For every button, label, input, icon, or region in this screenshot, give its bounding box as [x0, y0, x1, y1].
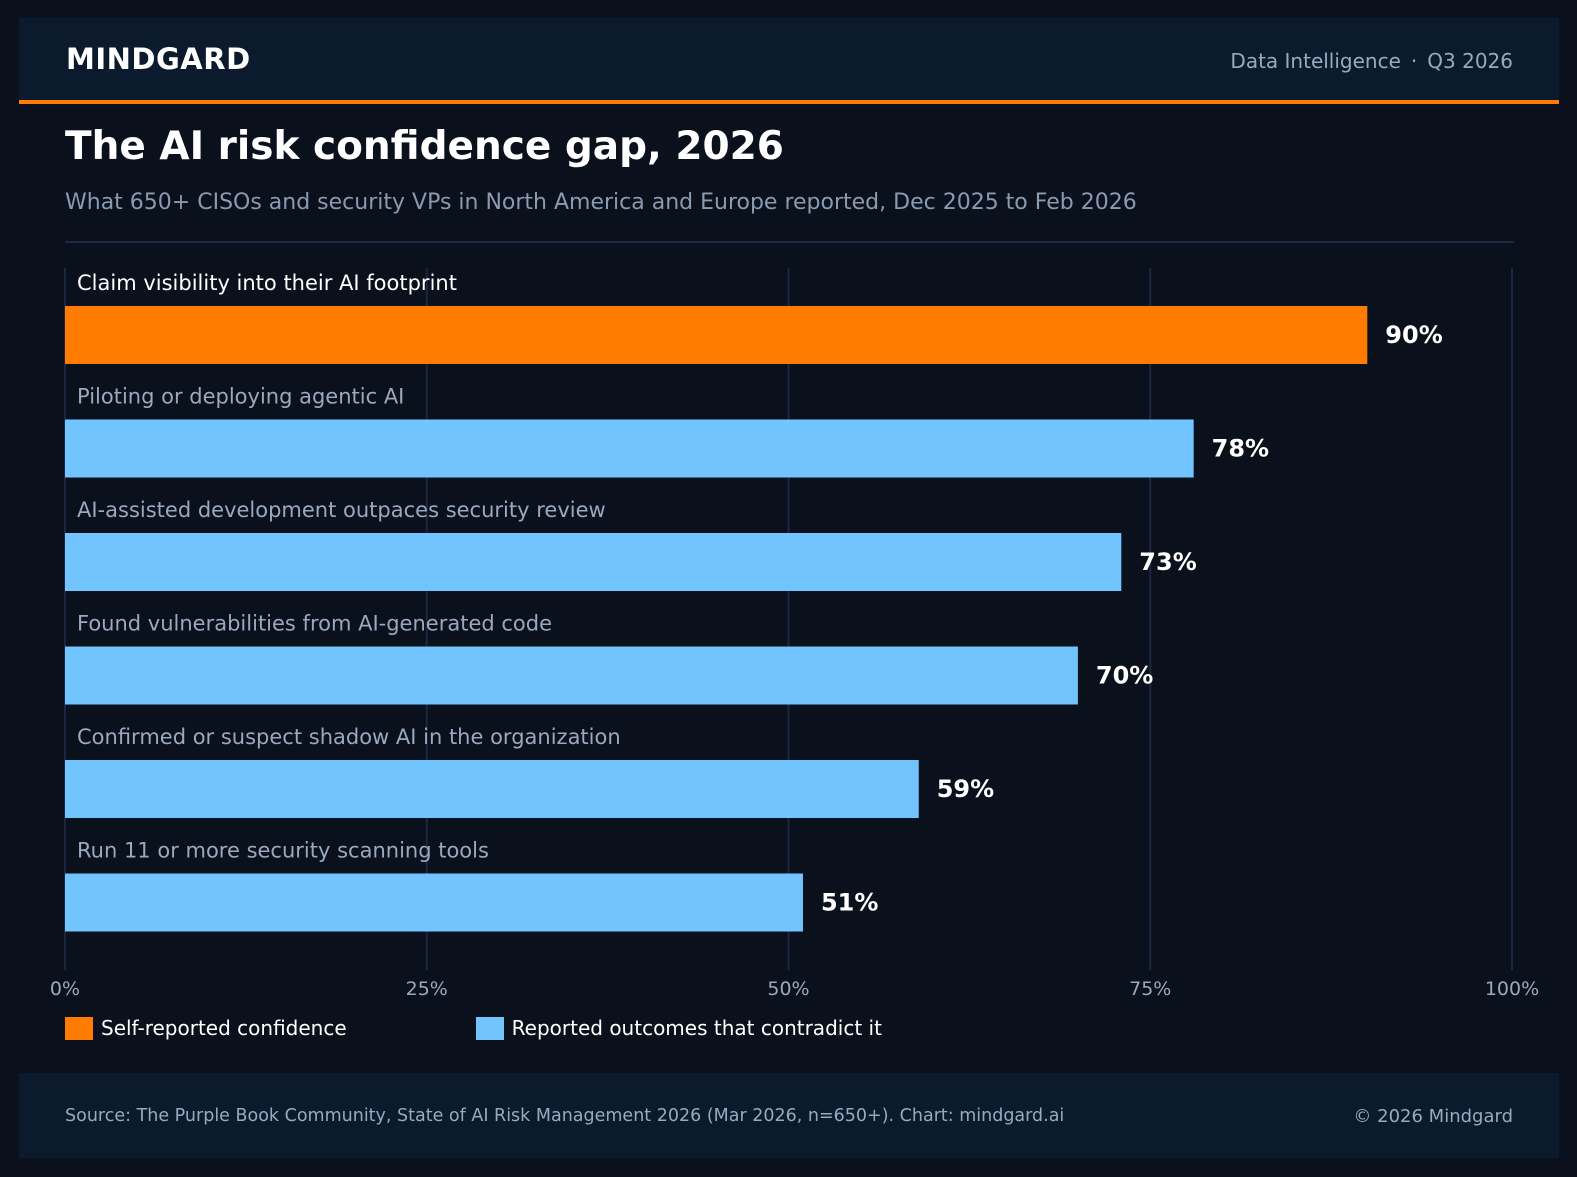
legend-item-outcomes: Reported outcomes that contradict it [475, 1016, 882, 1040]
header-meta: Data Intelligence · Q3 2026 [1230, 49, 1513, 73]
header-separator: · [1410, 49, 1418, 73]
brand-logo-text: MINDGARD [66, 42, 251, 76]
category-label: AI-assisted development outpaces securit… [77, 498, 606, 522]
category-label: Confirmed or suspect shadow AI in the or… [77, 725, 621, 749]
header-section: Data Intelligence [1230, 49, 1401, 73]
x-tick-label: 25% [406, 978, 448, 1000]
bar-1 [65, 419, 1194, 478]
legend-label-outcomes: Reported outcomes that contradict it [511, 1016, 882, 1040]
value-label: 51% [821, 889, 878, 917]
chart-legend: Self-reported confidence Reported outcom… [65, 1016, 882, 1040]
source-note: Source: The Purple Book Community, State… [65, 1106, 1065, 1126]
footer-bar: Source: The Purple Book Community, State… [19, 1073, 1559, 1158]
title-divider [65, 241, 1514, 243]
value-label: 70% [1096, 662, 1153, 690]
legend-swatch-confidence [65, 1016, 93, 1040]
bar-0 [65, 306, 1368, 364]
chart-title: The AI risk confidence gap, 2026 [65, 124, 784, 169]
category-label: Run 11 or more security scanning tools [77, 839, 489, 863]
legend-label-confidence: Self-reported confidence [101, 1016, 347, 1040]
x-tick-label: 50% [767, 978, 809, 1000]
value-label: 73% [1139, 548, 1196, 576]
category-label: Claim visibility into their AI footprint [77, 271, 457, 295]
chart-subtitle: What 650+ CISOs and security VPs in Nort… [65, 190, 1137, 215]
copyright-note: © 2026 Mindgard [1353, 1106, 1513, 1127]
category-label: Piloting or deploying agentic AI [77, 385, 404, 409]
x-tick-label: 75% [1129, 978, 1171, 1000]
bar-2 [65, 533, 1122, 591]
x-tick-label: 0% [50, 978, 80, 1000]
bar-3 [65, 646, 1078, 705]
value-label: 90% [1385, 321, 1442, 349]
bar-4 [65, 760, 919, 818]
header-bar: MINDGARD Data Intelligence · Q3 2026 [19, 18, 1559, 104]
legend-item-confidence: Self-reported confidence [65, 1016, 347, 1040]
bar-5 [65, 873, 803, 932]
value-label: 78% [1212, 435, 1269, 463]
header-period: Q3 2026 [1427, 49, 1513, 73]
category-label: Found vulnerabilities from AI-generated … [77, 612, 552, 636]
legend-swatch-outcomes [475, 1016, 504, 1040]
x-tick-label: 100% [1485, 978, 1539, 1000]
value-label: 59% [937, 775, 994, 803]
